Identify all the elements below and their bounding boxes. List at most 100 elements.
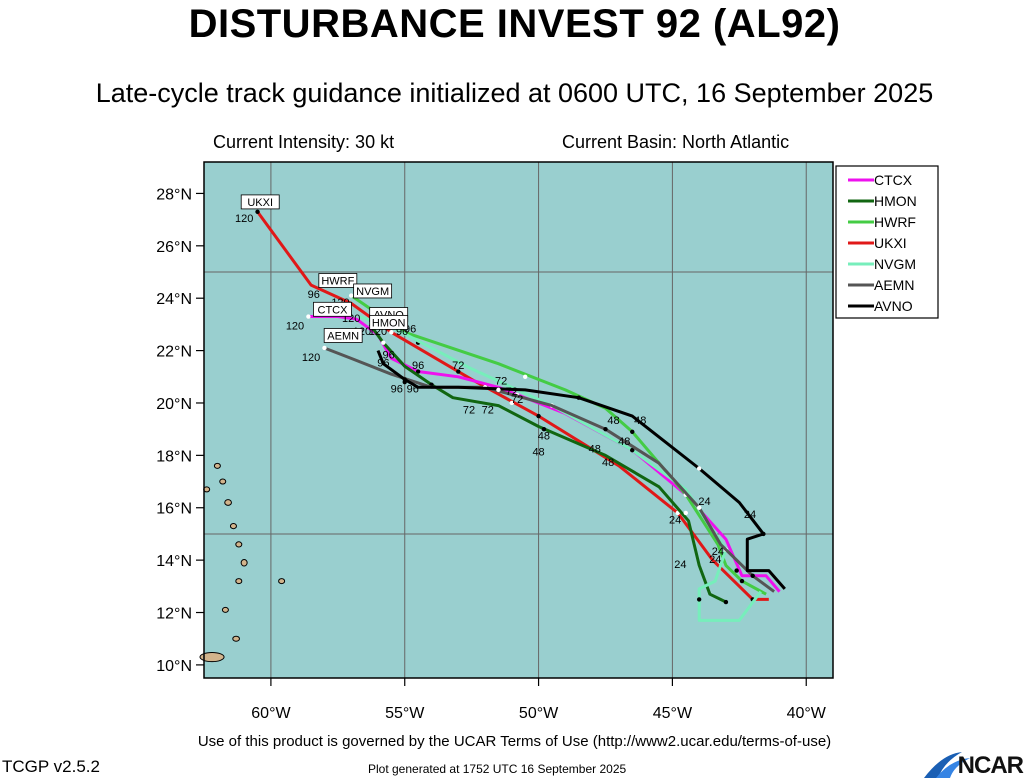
end-label-text: CTCX [318,304,349,316]
island [235,541,243,548]
track-point [696,466,702,471]
ncar-logo-text: NCAR [957,752,1024,779]
track-point [349,293,354,298]
current-basin: Current Basin: North Atlantic [562,132,790,152]
y-tick-label: 10°N [156,658,192,675]
forecast-hour-label: 120 [286,321,304,333]
legend-label-hmon: HMON [874,193,917,209]
end-label-text: HMON [372,317,406,329]
x-tick-label: 40°W [787,705,827,722]
forecast-hour-label: 48 [607,415,619,427]
forecast-hour-label: 24 [674,559,686,571]
map-gridlines [204,162,833,678]
x-tick-label: 60°W [251,705,291,722]
forecast-hour-label: 72 [463,404,475,416]
end-label-box [369,314,409,330]
version-label: TCGP v2.5.2 [2,757,100,776]
island [224,499,232,506]
island [221,606,229,613]
terms-of-use: Use of this product is governed by the U… [197,733,832,750]
y-tick-label: 28°N [156,186,192,203]
island [213,462,221,469]
forecast-hour-label: 48 [634,415,646,427]
forecast-hour-label: 72 [452,360,464,372]
legend-label-ukxi: UKXI [874,235,907,251]
track-point [541,426,547,432]
track-point [322,345,327,351]
track-point [696,597,702,602]
track-point [683,510,688,516]
end-label-text: AEMN [327,330,359,342]
track-point [415,369,421,374]
track-point [536,413,541,419]
island [240,558,248,567]
track-point [739,578,745,584]
forecast-hour-label: 72 [482,404,494,416]
end-label-box [240,194,280,210]
product-title: DISTURBANCE INVEST 92 (AL92) [188,2,841,46]
island [278,578,286,585]
end-label-text: UKXI [247,197,273,209]
x-tick-label: 50°W [519,705,559,722]
forecast-hour-label: 96 [391,383,403,395]
track-point [456,369,461,374]
product-subtitle: Late-cycle track guidance initialized at… [95,78,934,108]
track-point [381,340,386,345]
island [235,578,243,585]
forecast-hour-labels: 2448120120244872244872961201204812024487… [235,213,756,571]
y-tick-label: 22°N [156,344,192,361]
legend-label-aemn: AEMN [874,277,914,293]
track-hmon [368,323,727,604]
track-point [389,330,394,335]
end-label-box [313,301,352,317]
legend-label-avno: AVNO [874,298,913,314]
map-background [204,162,833,678]
x-tick-label: 55°W [385,705,425,722]
track-point [576,395,581,400]
end-label-box [353,283,393,299]
ncar-logo: NCAR [922,750,1029,780]
forecast-hour-label: 48 [532,446,544,458]
generated-timestamp: Plot generated at 1752 UTC 16 September … [368,762,627,776]
model-tracks [255,209,786,622]
track-point [761,531,766,537]
track-point [509,400,515,406]
forecast-hour-label: 96 [383,349,395,361]
legend-label-nvgm: NVGM [874,256,916,272]
forecast-hour-label: 24 [698,496,710,508]
forecast-hour-label: 96 [412,360,424,372]
plot-frame [203,161,834,679]
track-point [630,447,635,453]
forecast-hour-label: 24 [709,554,721,566]
x-tick-label: 45°W [653,705,693,722]
track-point [750,573,755,579]
forecast-hour-label: 72 [506,386,518,398]
island [199,651,225,663]
island [232,635,240,642]
forecast-hour-label: 24 [744,509,756,521]
forecast-hour-label: 72 [495,376,507,388]
y-tick-label: 26°N [156,239,192,256]
track-avno [376,350,786,590]
forecast-hour-label: 24 [669,514,681,526]
end-label-box [323,328,363,343]
forecast-hour-label: 48 [618,436,630,448]
end-label-box [318,273,358,288]
legend-label-ctcx: CTCX [874,172,913,188]
track-point [723,599,729,605]
legend-label-hwrf: HWRF [874,214,916,230]
forecast-hour-label: 96 [308,289,320,301]
track-ctcx [308,315,781,593]
forecast-hour-label: 24 [712,546,724,558]
track-point [522,374,528,379]
legend: CTCX HMON HWRF UKXI NVGM AEMN AVNO [835,165,939,319]
y-tick-label: 12°N [156,606,192,623]
track-end-labels: UKXIHWRFNVGMCTCXAVNOHMONAEMN [240,194,409,343]
y-tick-label: 20°N [156,396,192,413]
track-point [496,387,501,393]
forecast-hour-label: 96 [377,357,389,369]
caribbean-islands [199,462,286,663]
forecast-hour-label: 96 [407,383,419,395]
y-tick-label: 16°N [156,501,192,518]
